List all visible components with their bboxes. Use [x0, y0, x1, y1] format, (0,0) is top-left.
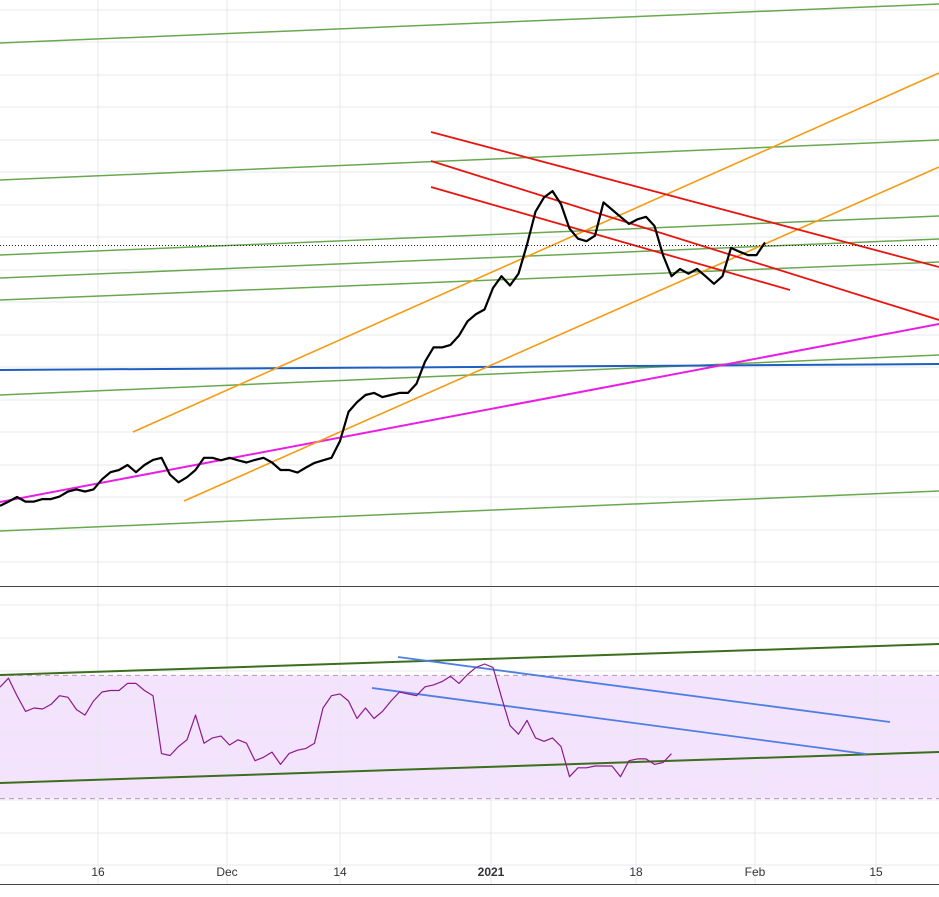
resistance-line [0, 139, 939, 181]
channel-down-upper [430, 131, 939, 268]
oscillator-line [0, 663, 672, 778]
trend-support-line [0, 323, 939, 503]
price-series [0, 190, 766, 507]
x-tick-label: 16 [91, 865, 105, 879]
oscillator-drawings [0, 643, 939, 784]
oscillator-band-fill [0, 675, 939, 799]
channel-up-lower [183, 166, 939, 502]
oscillator-channel-upper [397, 656, 891, 723]
oscillator-band [0, 674, 939, 800]
x-axis: 16 Dec 14 2021 18 Feb 15 [91, 865, 883, 879]
resistance-line [0, 261, 939, 301]
resistance-line [0, 238, 939, 279]
oscillator-channel-lower [371, 687, 867, 755]
resistance-line [0, 215, 939, 256]
channel-down-middle [430, 160, 939, 321]
x-tick-label: Dec [216, 865, 237, 879]
resistance-line [0, 3, 939, 44]
x-tick-label: 2021 [478, 865, 505, 879]
channel-down-lower [430, 186, 791, 291]
horizontal-level-line [0, 363, 939, 371]
price-line [0, 190, 766, 507]
x-tick-label: Feb [745, 865, 766, 879]
support-line [0, 490, 939, 532]
x-tick-label: 14 [333, 865, 347, 879]
oscillator-grid [0, 588, 939, 884]
x-tick-label: 18 [629, 865, 643, 879]
oscillator-trend-upper [0, 643, 939, 676]
x-tick-label: 15 [869, 865, 883, 879]
oscillator-series [0, 663, 672, 778]
channel-up-upper [132, 72, 939, 433]
oscillator-trend-lower [0, 751, 939, 784]
panel-separators [0, 586, 939, 885]
price-drawings [0, 3, 939, 532]
